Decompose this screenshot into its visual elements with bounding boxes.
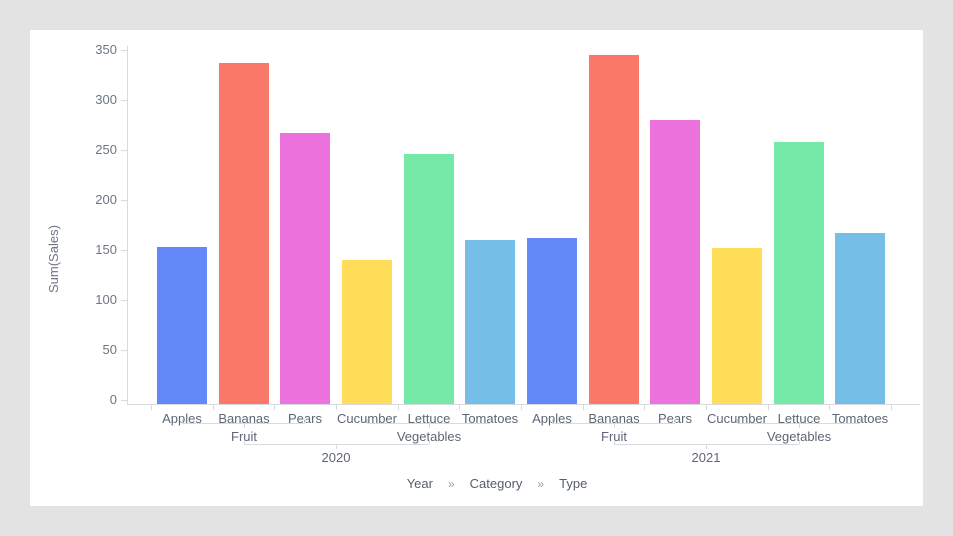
x-boundary-tick bbox=[274, 405, 275, 410]
year-bracket-center-tick bbox=[706, 445, 707, 449]
y-tick-mark bbox=[121, 50, 127, 51]
year-bracket-end-tick bbox=[429, 440, 430, 444]
category-bracket-center-tick bbox=[244, 424, 245, 428]
breadcrumb-separator-icon: » bbox=[537, 476, 545, 491]
category-bracket-label: Fruit bbox=[601, 429, 627, 444]
chart-card: Sum(Sales) Year » Category » Type 0 50 100 150 2… bbox=[30, 30, 923, 506]
x-type-label: Bananas bbox=[218, 411, 270, 426]
category-bracket-line bbox=[737, 423, 860, 424]
year-bracket-label: 2021 bbox=[691, 450, 721, 465]
x-type-label: Apples bbox=[521, 411, 583, 426]
breadcrumb: Year » Category » Type bbox=[407, 476, 588, 491]
category-bracket-end-tick bbox=[860, 419, 861, 423]
x-type-label: Cucumber bbox=[336, 411, 398, 426]
breadcrumb-item-category[interactable]: Category bbox=[469, 476, 523, 491]
year-bracket-end-tick bbox=[799, 440, 800, 444]
year-bracket-label: 2020 bbox=[321, 450, 351, 465]
y-tick-mark bbox=[121, 350, 127, 351]
y-tick-label: 0 bbox=[109, 392, 117, 407]
x-boundary-tick bbox=[768, 405, 769, 410]
x-boundary-tick bbox=[706, 405, 707, 410]
bar-2020-lettuce[interactable] bbox=[404, 154, 454, 404]
category-bracket-end-tick bbox=[182, 419, 183, 423]
x-boundary-tick bbox=[891, 405, 892, 410]
category-bracket-end-tick bbox=[552, 419, 553, 423]
x-boundary-tick bbox=[521, 405, 522, 410]
category-bracket-end-tick bbox=[367, 419, 368, 423]
category-bracket-end-tick bbox=[305, 419, 306, 423]
y-tick-label: 350 bbox=[95, 42, 117, 57]
year-bracket-center-tick bbox=[336, 445, 337, 449]
y-tick-label: 300 bbox=[95, 92, 117, 107]
category-bracket-center-tick bbox=[614, 424, 615, 428]
year-bracket-line bbox=[614, 444, 799, 445]
x-type-label: Tomatoes bbox=[829, 411, 891, 426]
breadcrumb-item-year[interactable]: Year bbox=[406, 476, 433, 491]
x-type-label: Apples bbox=[151, 411, 213, 426]
y-tick-mark bbox=[121, 400, 127, 401]
y-tick-label: 100 bbox=[95, 292, 117, 307]
x-type-label: Cucumber bbox=[706, 411, 768, 426]
category-bracket-end-tick bbox=[737, 419, 738, 423]
breadcrumb-separator-icon: » bbox=[447, 476, 455, 491]
x-boundary-tick bbox=[644, 405, 645, 410]
bar-2021-cucumber[interactable] bbox=[712, 248, 762, 404]
category-bracket-line bbox=[367, 423, 490, 424]
breadcrumb-item-type[interactable]: Type bbox=[559, 476, 588, 491]
bar-2021-bananas[interactable] bbox=[589, 55, 639, 404]
y-tick-label: 200 bbox=[95, 192, 117, 207]
x-boundary-tick bbox=[583, 405, 584, 410]
x-type-label: Lettuce bbox=[777, 411, 821, 426]
x-type-label: Pears bbox=[274, 411, 336, 426]
y-axis-line bbox=[127, 46, 128, 405]
x-boundary-tick bbox=[336, 405, 337, 410]
bar-2021-lettuce[interactable] bbox=[774, 142, 824, 404]
x-type-label: Bananas bbox=[588, 411, 640, 426]
x-type-label: Lettuce bbox=[407, 411, 451, 426]
year-bracket-line bbox=[244, 444, 429, 445]
x-type-label: Tomatoes bbox=[459, 411, 521, 426]
y-tick-mark bbox=[121, 250, 127, 251]
y-tick-label: 150 bbox=[95, 242, 117, 257]
y-tick-mark bbox=[121, 200, 127, 201]
category-bracket-center-tick bbox=[429, 424, 430, 428]
y-tick-label: 250 bbox=[95, 142, 117, 157]
x-boundary-tick bbox=[213, 405, 214, 410]
x-type-label: Pears bbox=[644, 411, 706, 426]
y-axis-title: Sum(Sales) bbox=[46, 225, 61, 293]
bar-2020-cucumber[interactable] bbox=[342, 260, 392, 404]
bar-2020-tomatoes[interactable] bbox=[465, 240, 515, 404]
category-bracket-label: Vegetables bbox=[396, 429, 462, 444]
x-boundary-tick bbox=[829, 405, 830, 410]
x-boundary-tick bbox=[398, 405, 399, 410]
x-boundary-tick bbox=[151, 405, 152, 410]
category-bracket-line bbox=[552, 423, 675, 424]
category-bracket-label: Vegetables bbox=[766, 429, 832, 444]
y-tick-mark bbox=[121, 300, 127, 301]
category-bracket-end-tick bbox=[490, 419, 491, 423]
bar-2020-bananas[interactable] bbox=[219, 63, 269, 404]
bar-2020-apples[interactable] bbox=[157, 247, 207, 404]
chart-area: Sum(Sales) Year » Category » Type 0 50 100 150 2… bbox=[30, 30, 923, 506]
y-tick-mark bbox=[121, 150, 127, 151]
category-bracket-center-tick bbox=[799, 424, 800, 428]
bar-2021-pears[interactable] bbox=[650, 120, 700, 404]
category-bracket-line bbox=[182, 423, 305, 424]
category-bracket-label: Fruit bbox=[231, 429, 257, 444]
category-bracket-end-tick bbox=[675, 419, 676, 423]
y-tick-mark bbox=[121, 100, 127, 101]
x-boundary-tick bbox=[459, 405, 460, 410]
x-axis-line bbox=[127, 404, 920, 405]
year-bracket-end-tick bbox=[614, 440, 615, 444]
bar-2020-pears[interactable] bbox=[280, 133, 330, 404]
y-tick-label: 50 bbox=[102, 342, 117, 357]
bar-2021-apples[interactable] bbox=[527, 238, 577, 404]
bar-2021-tomatoes[interactable] bbox=[835, 233, 885, 404]
year-bracket-end-tick bbox=[244, 440, 245, 444]
